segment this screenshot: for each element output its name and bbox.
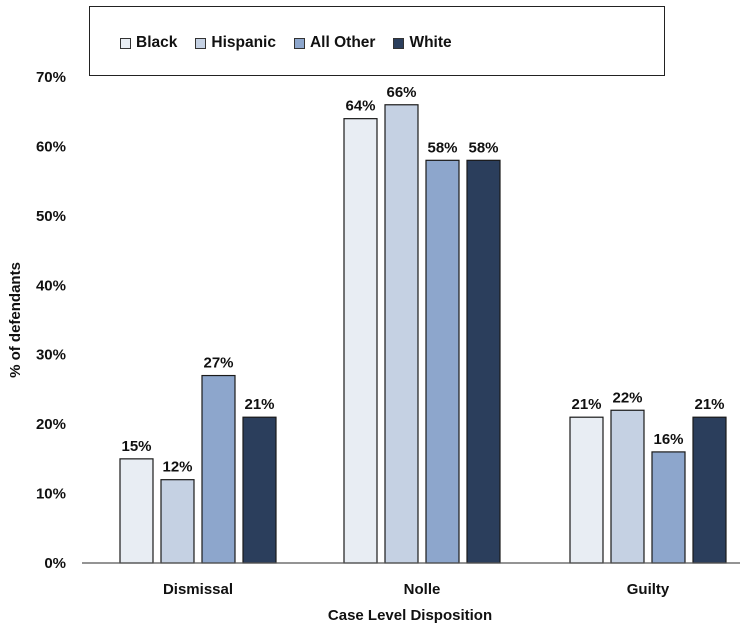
y-tick-label: 0% [44, 555, 66, 572]
legend-swatch [393, 37, 405, 49]
data-label: 22% [612, 389, 642, 406]
data-label: 27% [203, 355, 233, 372]
bar [692, 416, 727, 564]
data-label: 58% [468, 139, 498, 156]
bar [569, 416, 604, 564]
data-label: 58% [427, 139, 457, 156]
y-axis: 0% 10% 20% 30% 40% 50% 60% 70% [36, 69, 66, 572]
legend-item: All Other [293, 34, 376, 52]
bar [160, 479, 195, 564]
bar [343, 118, 378, 564]
legend-items: Black Hispanic All Other White [120, 34, 452, 52]
x-tick-label: Dismissal [163, 581, 233, 598]
y-tick-label: 20% [36, 416, 66, 433]
x-axis-title: Case Level Disposition [328, 607, 492, 624]
bar [651, 451, 686, 564]
legend-label: Hispanic [211, 34, 276, 51]
bar [119, 458, 154, 564]
legend-label: All Other [309, 34, 376, 51]
bar [384, 104, 419, 564]
data-label: 64% [345, 98, 375, 115]
bar [201, 374, 236, 564]
data-label: 21% [244, 396, 274, 413]
legend-item: Hispanic [195, 34, 276, 52]
legend-item: White [393, 34, 452, 52]
data-label: 12% [162, 459, 192, 476]
legend-item: Black [120, 34, 177, 52]
y-tick-label: 40% [36, 277, 66, 294]
legend-swatch [293, 37, 305, 49]
data-label: 15% [121, 438, 151, 455]
bar [425, 159, 460, 564]
y-tick-label: 70% [36, 69, 66, 86]
bar [242, 416, 277, 564]
y-tick-label: 30% [36, 347, 66, 364]
legend: Black Hispanic All Other White [89, 6, 665, 76]
bars [119, 104, 727, 564]
legend-label: Black [136, 34, 178, 51]
data-label: 21% [694, 396, 724, 413]
legend-label: White [409, 34, 452, 51]
data-label: 16% [653, 431, 683, 448]
bar [466, 159, 501, 564]
x-tick-label: Nolle [404, 581, 441, 598]
x-tick-labels: Dismissal Nolle Guilty [163, 581, 670, 598]
data-label: 21% [571, 396, 601, 413]
y-axis-title: % of defendants [7, 262, 24, 378]
bar [610, 409, 645, 564]
y-tick-label: 10% [36, 486, 66, 503]
data-label: 66% [386, 84, 416, 101]
x-tick-label: Guilty [627, 581, 670, 598]
legend-swatch [195, 37, 207, 49]
y-tick-label: 50% [36, 208, 66, 225]
legend-swatch [120, 37, 131, 49]
y-tick-label: 60% [36, 138, 66, 155]
data-labels: 15% 12% 27% 21% 64% 66% 58% 58% 21% 22% 16% 21% [121, 84, 724, 476]
